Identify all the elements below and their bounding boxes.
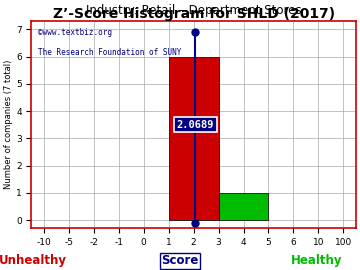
- Text: Industry: Retail – Department Stores: Industry: Retail – Department Stores: [86, 4, 301, 17]
- Text: Score: Score: [161, 254, 199, 267]
- Bar: [219, 193, 269, 220]
- Bar: [169, 57, 219, 220]
- Text: Unhealthy: Unhealthy: [0, 254, 66, 267]
- Title: Z’-Score Histogram for SHLD (2017): Z’-Score Histogram for SHLD (2017): [53, 7, 335, 21]
- Text: ©www.textbiz.org: ©www.textbiz.org: [38, 28, 112, 36]
- Y-axis label: Number of companies (7 total): Number of companies (7 total): [4, 60, 13, 190]
- Text: 2.0689: 2.0689: [177, 120, 214, 130]
- Text: Healthy: Healthy: [291, 254, 343, 267]
- Text: The Research Foundation of SUNY: The Research Foundation of SUNY: [38, 48, 181, 57]
